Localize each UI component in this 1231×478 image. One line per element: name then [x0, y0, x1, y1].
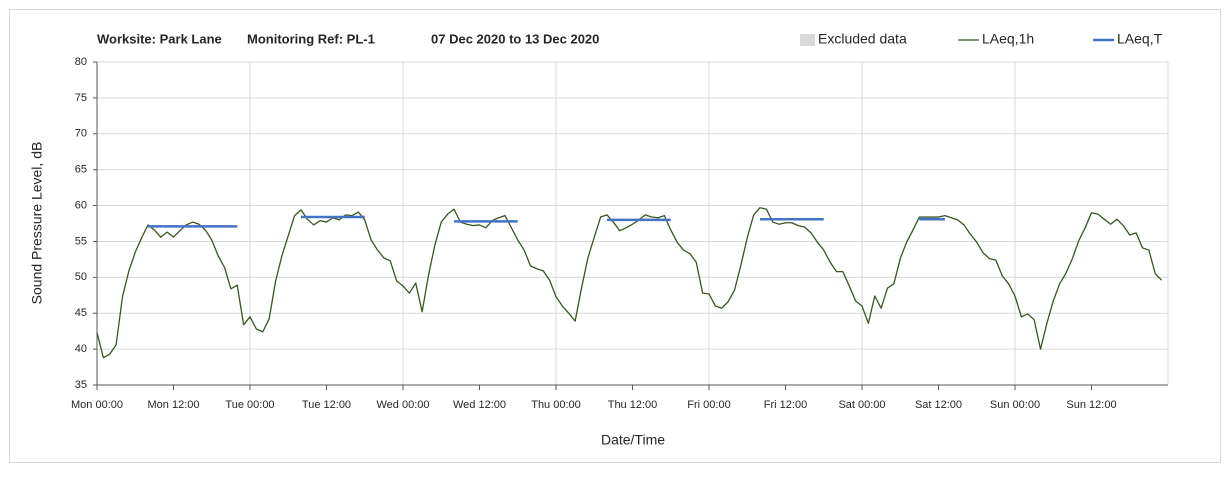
y-tick-label: 55	[75, 235, 87, 247]
x-tick-label: Sun 00:00	[990, 399, 1040, 411]
line-series	[148, 215, 945, 228]
y-tick-label: 60	[75, 199, 87, 211]
x-tick-label: Mon 00:00	[71, 399, 123, 411]
x-tick-label: Tue 12:00	[302, 399, 351, 411]
y-tick-label: 35	[75, 379, 87, 391]
legend-label: Excluded data	[818, 31, 907, 47]
y-tick-label: 70	[75, 128, 87, 140]
x-axis-title: Date/Time	[601, 432, 665, 448]
x-tick-label: Wed 00:00	[376, 399, 429, 411]
y-tick-label: 65	[75, 164, 87, 176]
y-tick-label: 75	[75, 92, 87, 104]
line-series	[96, 207, 1163, 359]
x-tick-label: Mon 12:00	[148, 399, 200, 411]
x-tick-label: Wed 12:00	[453, 399, 506, 411]
legend-label: LAeq,1h	[982, 31, 1034, 47]
x-tick-label: Tue 00:00	[225, 399, 274, 411]
y-tick-label: 50	[75, 271, 87, 283]
x-tick-label: Thu 12:00	[608, 399, 658, 411]
x-tick-label: Sat 12:00	[915, 399, 962, 411]
chart-title: Worksite: Park Lane	[97, 31, 222, 46]
y-tick-label: 40	[75, 343, 87, 355]
legend-swatch	[800, 34, 815, 46]
y-tick-label: 45	[75, 307, 87, 319]
y-axis-title: Sound Pressure Level, dB	[29, 142, 45, 305]
x-tick-label: Fri 00:00	[687, 399, 730, 411]
x-tick-label: Fri 12:00	[764, 399, 807, 411]
x-tick-label: Sat 00:00	[838, 399, 885, 411]
chart-title: Monitoring Ref: PL-1	[247, 31, 375, 46]
x-tick-label: Thu 00:00	[531, 399, 581, 411]
chart-title: 07 Dec 2020 to 13 Dec 2020	[431, 31, 599, 46]
legend-label: LAeq,T	[1117, 31, 1163, 47]
x-tick-label: Sun 12:00	[1066, 399, 1116, 411]
chart-frame	[9, 9, 1221, 463]
y-tick-label: 80	[75, 56, 87, 68]
